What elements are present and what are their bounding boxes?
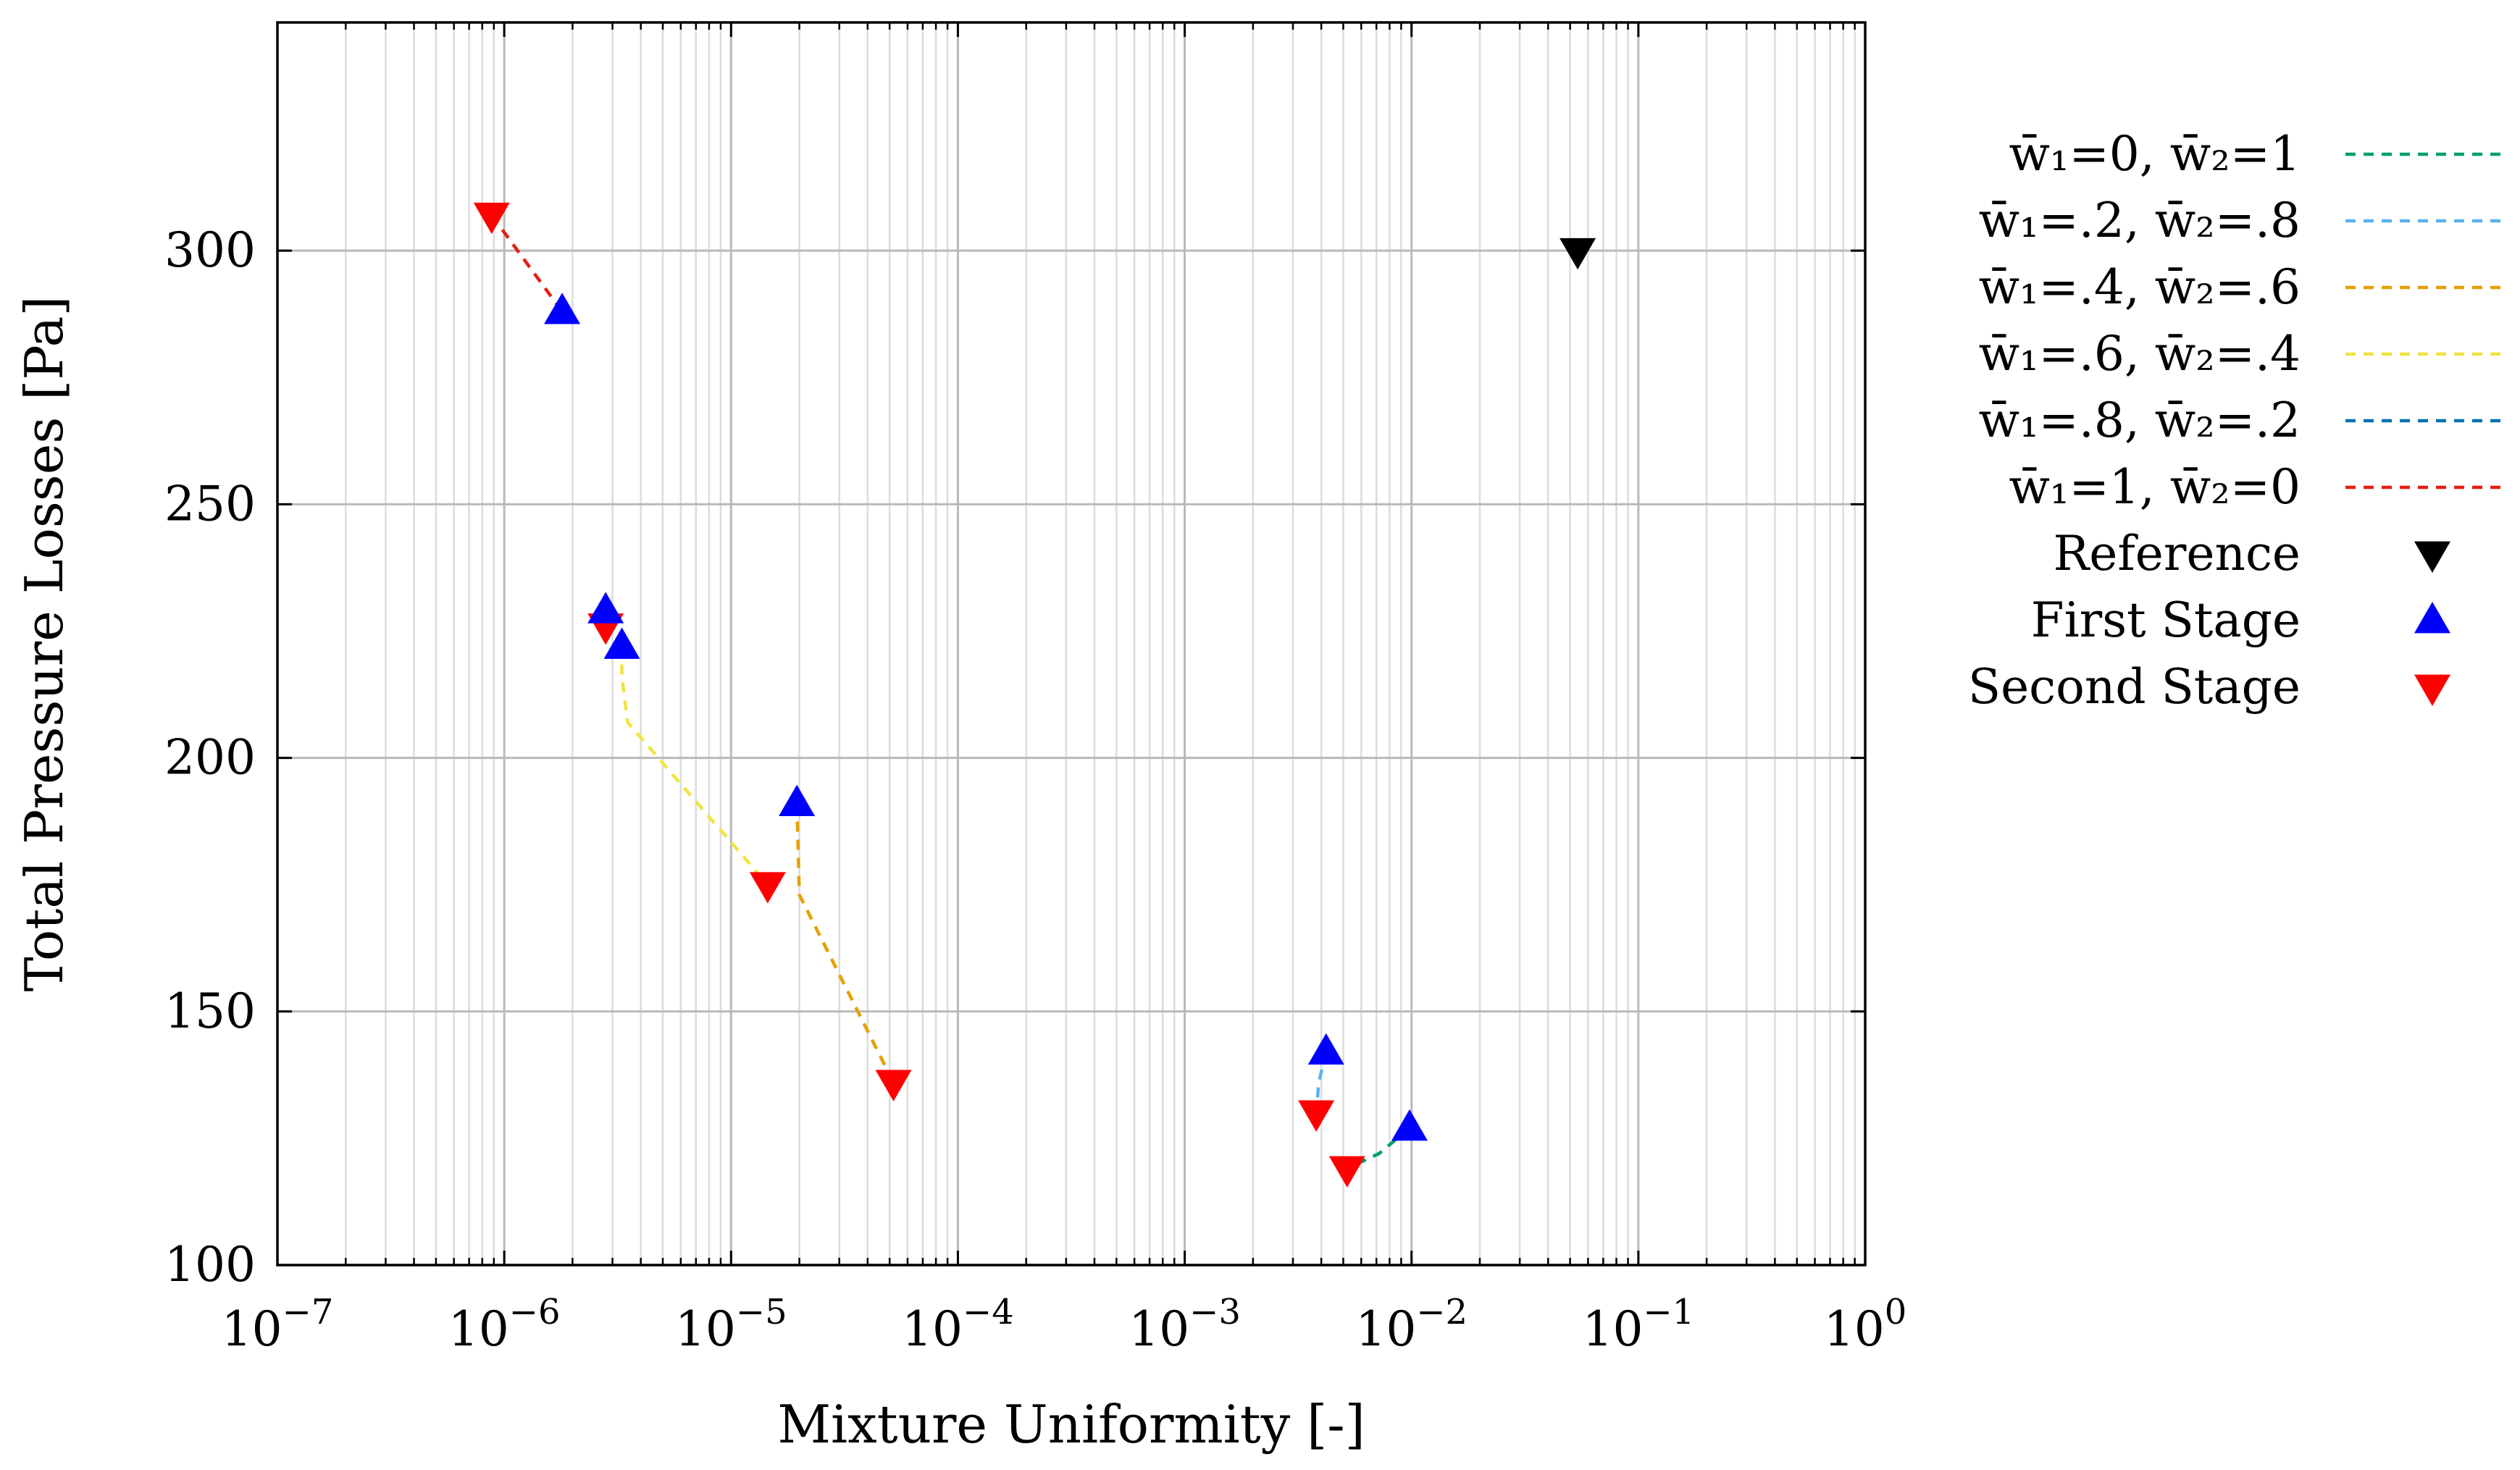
y-tick-label: 300 [164, 222, 256, 278]
y-tick-label: 100 [164, 1237, 256, 1293]
y-axis-title: Total Pressure Losses [Pa] [14, 295, 75, 991]
axis-ticks [276, 22, 1867, 1267]
y-tick-label: 250 [164, 476, 256, 532]
first-stage-point [779, 784, 816, 816]
x-tick-label: 10−1 [1582, 1292, 1694, 1357]
legend: w̄₁=0, w̄₂=1 w̄₁=.2, w̄₂=.8 w̄₁=.4, w̄₂=.6… [1968, 126, 2506, 715]
first-stage-point [603, 627, 640, 659]
grid [277, 22, 1865, 1265]
first-stage-point [1307, 1033, 1344, 1065]
second-stage-point [1298, 1100, 1335, 1132]
legend-label: w̄₁=0, w̄₂=1 [2009, 126, 2301, 182]
legend-label: w̄₁=.6, w̄₂=.4 [1979, 326, 2301, 382]
y-tick-labels: 100 150 200 250 300 [164, 222, 256, 1293]
legend-marker-sample [2414, 674, 2450, 706]
x-tick-label: 10−6 [448, 1292, 561, 1357]
x-tick-label: 10−5 [675, 1292, 787, 1357]
legend-label: w̄₁=1, w̄₂=0 [2009, 459, 2301, 515]
series-lines [490, 214, 1411, 1170]
x-tick-label: 10−3 [1129, 1292, 1241, 1357]
legend-marker-sample [2414, 602, 2450, 634]
legend-label: Reference [2054, 526, 2301, 581]
x-tick-label: 10−7 [222, 1292, 334, 1357]
x-tick-label: 10−4 [902, 1292, 1014, 1357]
first-stage-point [1391, 1109, 1428, 1141]
x-tick-label: 100 [1824, 1292, 1907, 1357]
second-stage-point [875, 1070, 912, 1101]
series-line-w1-p6-w2-p4 [620, 646, 769, 886]
x-axis-title: Mixture Uniformity [-] [777, 1394, 1365, 1455]
plot-frame [276, 21, 1867, 1267]
series-line-w1-1-w2-0 [490, 214, 564, 313]
y-tick-label: 200 [164, 730, 256, 786]
second-stage-point [1328, 1156, 1365, 1188]
second-stage-point [473, 202, 510, 235]
x-tick-labels: 10−7 10−6 10−5 10−4 10−3 10−2 10−1 100 [222, 1292, 1907, 1357]
y-tick-label: 150 [164, 983, 256, 1039]
first-stage-point [544, 293, 581, 324]
reference-point [1560, 238, 1596, 270]
x-tick-label: 10−2 [1355, 1292, 1468, 1357]
series-markers [473, 202, 1596, 1188]
legend-label: w̄₁=.8, w̄₂=.2 [1979, 392, 2301, 448]
legend-label: w̄₁=.4, w̄₂=.6 [1979, 259, 2301, 315]
series-line-w1-p4-w2-p6 [795, 803, 895, 1083]
legend-marker-sample [2414, 541, 2450, 573]
legend-label: First Stage [2031, 592, 2301, 648]
legend-label: Second Stage [1968, 659, 2301, 715]
first-stage-point [587, 592, 624, 623]
second-stage-point [749, 872, 786, 904]
legend-label: w̄₁=.2, w̄₂=.8 [1979, 193, 2301, 248]
